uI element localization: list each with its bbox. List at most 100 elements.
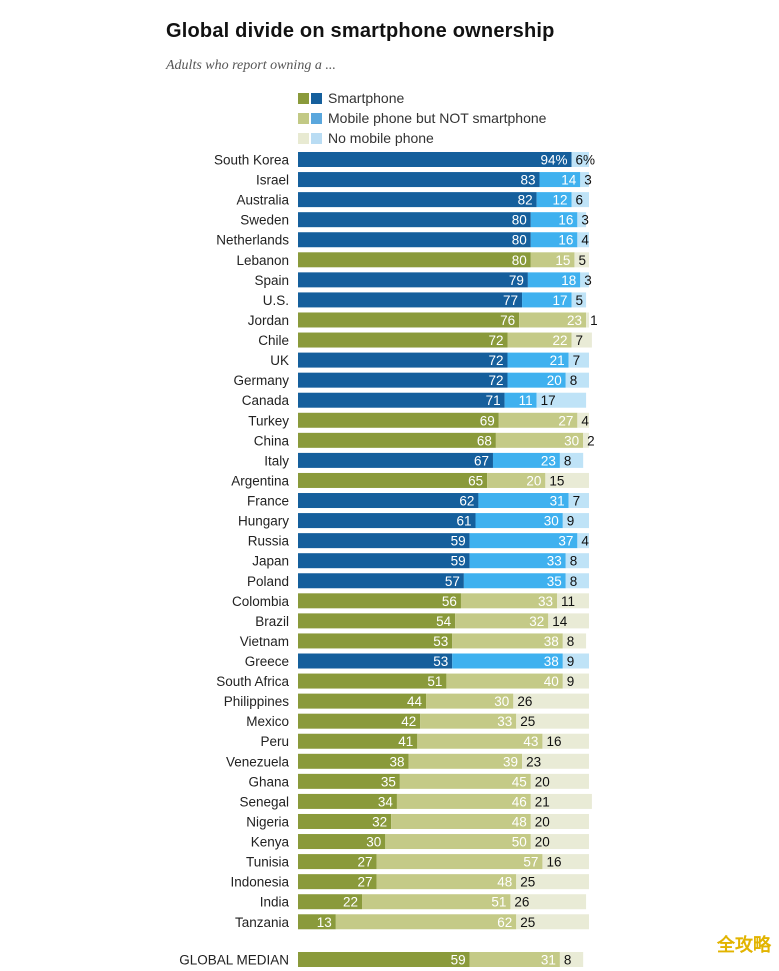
bar-smartphone (298, 432, 496, 448)
data-label: 4 (581, 534, 589, 549)
data-label: 59 (451, 554, 466, 569)
bar-no-mobile (586, 312, 589, 328)
bar-smartphone (298, 854, 377, 870)
country-label: India (260, 895, 290, 910)
bar-mobile-not-smartphone (335, 914, 517, 930)
data-label: 18 (561, 273, 576, 288)
data-label: 43 (523, 734, 538, 749)
country-label: Netherlands (216, 233, 289, 248)
bar-smartphone (298, 952, 470, 967)
bar-row: Netherlands 80 16 4 (216, 232, 589, 248)
bar-smartphone (298, 553, 470, 569)
data-label: 72 (488, 333, 503, 348)
country-label: Australia (236, 193, 289, 208)
data-label: 83 (520, 173, 535, 188)
data-label: 3 (584, 173, 592, 188)
country-label: Peru (260, 734, 289, 749)
country-label: South Korea (214, 153, 290, 168)
country-label: Venezuela (226, 754, 290, 769)
bar-mobile-not-smartphone (420, 713, 517, 729)
bar-smartphone (298, 372, 508, 388)
bar-row: Spain 79 18 3 (254, 272, 592, 288)
bar-no-mobile (562, 633, 587, 649)
data-label: 8 (564, 453, 572, 468)
data-label: 54 (436, 614, 452, 629)
country-label: Senegal (239, 794, 289, 809)
data-label: 20 (535, 835, 550, 850)
data-label: 38 (544, 634, 559, 649)
country-label: Hungary (238, 514, 289, 529)
bar-smartphone (298, 733, 418, 749)
bar-no-mobile (530, 773, 589, 789)
data-label: 30 (544, 514, 559, 529)
bar-row: China 68 30 2 (254, 432, 595, 448)
country-label: Chile (258, 333, 289, 348)
data-label: 26 (514, 895, 529, 910)
bar-no-mobile (580, 272, 589, 288)
data-label: 35 (547, 574, 562, 589)
data-label: 13 (317, 915, 332, 930)
bar-smartphone (298, 874, 377, 890)
data-label: 30 (366, 835, 381, 850)
bar-mobile-not-smartphone (539, 172, 581, 188)
data-label: 82 (518, 193, 533, 208)
country-label: Canada (242, 393, 290, 408)
data-label: 38 (544, 654, 559, 669)
bar-row: Russia 59 37 4 (248, 533, 589, 549)
country-label: Colombia (232, 594, 290, 609)
bar-no-mobile (530, 834, 589, 850)
bar-no-mobile (583, 432, 589, 448)
data-label: 48 (497, 875, 512, 890)
bar-row: Israel 83 14 3 (256, 172, 592, 188)
data-label: 45 (512, 774, 527, 789)
data-label: 16 (546, 855, 561, 870)
country-label: Vietnam (240, 634, 289, 649)
data-label: 14 (561, 173, 577, 188)
data-label: 34 (378, 794, 394, 809)
data-label: 57 (445, 574, 460, 589)
data-label: 26 (517, 694, 532, 709)
bar-smartphone (298, 292, 523, 308)
bar-row: Brazil 54 32 14 (255, 613, 589, 629)
data-label: 3 (584, 273, 592, 288)
data-label: 80 (512, 213, 527, 228)
data-label: 51 (427, 674, 442, 689)
bar-mobile-not-smartphone (487, 472, 546, 488)
bar-smartphone (298, 493, 479, 509)
bar-smartphone (298, 212, 531, 228)
bar-no-mobile (565, 573, 589, 589)
bar-no-mobile (577, 232, 589, 248)
bar-mobile-not-smartphone (478, 493, 569, 509)
bar-no-mobile (548, 613, 589, 629)
data-label: 8 (570, 574, 578, 589)
bar-mobile-not-smartphone (460, 593, 557, 609)
bar-mobile-not-smartphone (519, 312, 587, 328)
bar-no-mobile (516, 914, 589, 930)
data-label: 11 (519, 393, 533, 408)
bar-smartphone (298, 513, 476, 529)
legend-label: Smartphone (328, 90, 405, 106)
bar-row: UK 72 21 7 (270, 352, 589, 368)
bar-row: Peru 41 43 16 (260, 733, 589, 749)
bar-smartphone (298, 573, 464, 589)
data-label: 6% (576, 153, 596, 168)
chart-subtitle: Adults who report owning a ... (166, 58, 336, 73)
bar-no-mobile (562, 653, 589, 669)
data-label: 37 (558, 534, 573, 549)
bar-mobile-not-smartphone (399, 773, 531, 789)
bar-smartphone (298, 152, 572, 167)
bar-smartphone (298, 633, 453, 649)
bar-row: Chile 72 22 7 (258, 332, 592, 348)
bar-no-mobile (542, 854, 589, 870)
bar-row: Indonesia 27 48 25 (230, 874, 589, 890)
bar-row: Australia 82 12 6 (236, 192, 589, 208)
data-label: 3 (581, 213, 589, 228)
country-label: Nigeria (246, 814, 289, 829)
data-label: 40 (544, 674, 559, 689)
data-label: 25 (520, 915, 535, 930)
bar-smartphone (298, 332, 508, 348)
data-label: 72 (488, 353, 503, 368)
country-label: France (247, 494, 289, 509)
bar-smartphone (298, 813, 392, 829)
bar-mobile-not-smartphone (475, 513, 563, 529)
